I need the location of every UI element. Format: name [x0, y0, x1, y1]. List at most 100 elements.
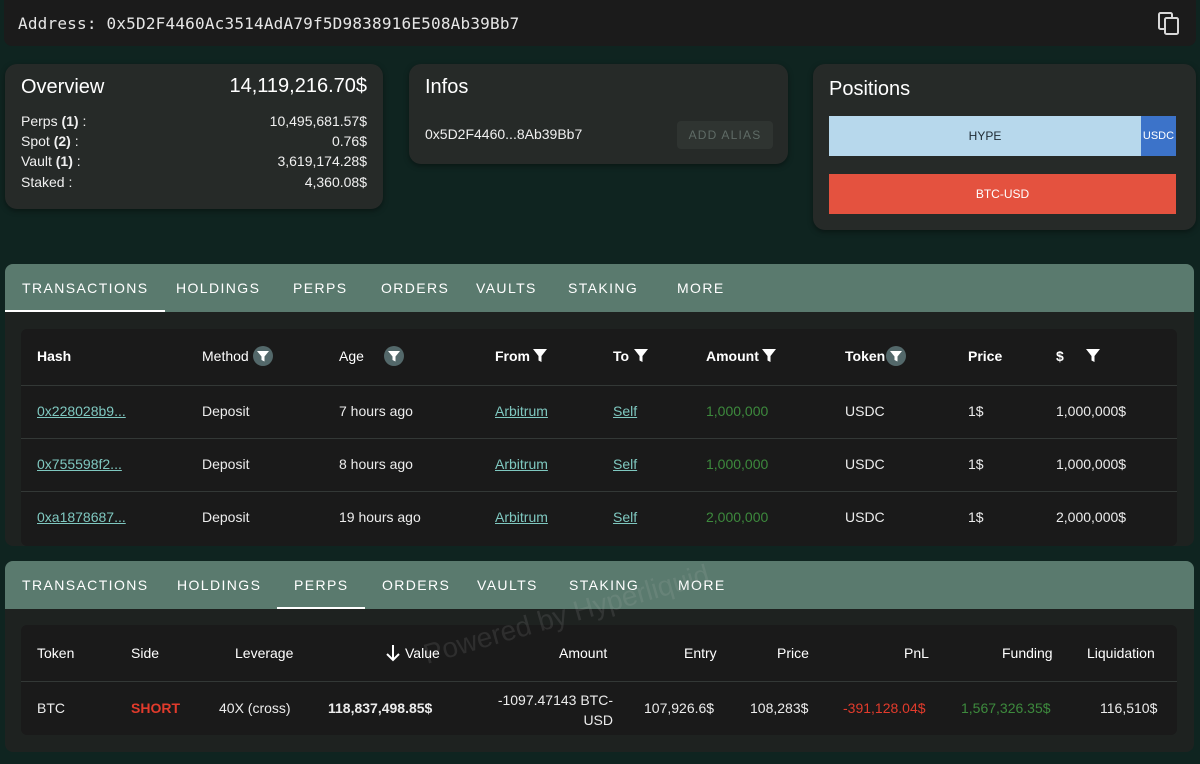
col-from: From	[495, 348, 530, 364]
tx-token: USDC	[845, 403, 885, 419]
infos-title: Infos	[425, 76, 469, 98]
perp-price: 108,283$	[750, 700, 809, 716]
overview-row-count: (2)	[53, 133, 71, 149]
col-funding: Funding	[1002, 645, 1053, 661]
copy-icon[interactable]	[1158, 12, 1180, 36]
overview-row-value: 10,495,681.57$	[269, 113, 367, 129]
overview-row-label: Vault	[21, 153, 52, 169]
perp-liquidation: 116,510$	[1100, 700, 1158, 716]
tx-price: 1$	[968, 403, 984, 419]
position-bar-hype[interactable]: HYPE	[829, 116, 1141, 156]
overview-row-value: 3,619,174.28$	[277, 153, 367, 169]
perp-token: BTC	[37, 700, 65, 716]
token-filter-icon[interactable]	[886, 346, 906, 366]
tab-transactions[interactable]: TRANSACTIONS	[5, 264, 167, 312]
overview-row-perps: Perps (1) : 10,495,681.57$	[21, 113, 367, 133]
tab-holdings[interactable]: HOLDINGS	[177, 577, 262, 593]
overview-row-suffix: :	[78, 113, 87, 129]
tab-vaults[interactable]: VAULTS	[476, 280, 537, 296]
position-bar-usdc[interactable]: USDC	[1141, 116, 1176, 156]
tab-more[interactable]: MORE	[677, 280, 725, 296]
col-value: Value	[405, 645, 440, 661]
tx-hash-link[interactable]: 0x755598f2...	[37, 456, 122, 472]
overview-row-count: (1)	[61, 113, 79, 129]
tx-usd: 1,000,000$	[1056, 456, 1127, 472]
tx-from-link[interactable]: Arbitrum	[495, 456, 548, 472]
overview-row-suffix: :	[72, 153, 81, 169]
col-entry: Entry	[684, 645, 717, 661]
usd-filter-icon[interactable]	[1083, 346, 1103, 366]
tx-method: Deposit	[202, 456, 250, 472]
tx-amount: 1,000,000	[706, 456, 769, 472]
method-filter-icon[interactable]	[253, 346, 273, 366]
tab-transactions[interactable]: TRANSACTIONS	[22, 577, 149, 593]
perp-funding: 1,567,326.35$	[961, 700, 1051, 716]
overview-row-value: 0.76$	[331, 133, 367, 149]
tab-bar: TRANSACTIONS HOLDINGS PERPS ORDERS VAULT…	[5, 264, 1194, 312]
tab-staking[interactable]: STAKING	[568, 280, 639, 296]
tx-to-link[interactable]: Self	[613, 509, 638, 525]
tx-hash-link[interactable]: 0xa1878687...	[37, 509, 126, 525]
col-usd: $	[1056, 348, 1064, 364]
tab-perps[interactable]: PERPS	[293, 280, 348, 296]
col-token: Token	[37, 645, 75, 661]
perp-value: 118,837,498.85$	[328, 700, 433, 716]
row-divider	[21, 438, 1177, 439]
to-filter-icon[interactable]	[631, 346, 651, 366]
address-label: Address:	[18, 13, 97, 33]
tab-bar: TRANSACTIONS HOLDINGS PERPS ORDERS VAULT…	[5, 561, 1194, 609]
age-filter-icon[interactable]	[384, 346, 404, 366]
positions-card: Positions HYPE USDC BTC-USD	[813, 64, 1196, 230]
positions-title: Positions	[829, 78, 911, 100]
tx-to-link[interactable]: Self	[613, 403, 638, 419]
address-bar: Address: 0x5D2F4460Ac3514AdA79f5D9838916…	[4, 0, 1196, 46]
tab-orders[interactable]: ORDERS	[381, 280, 450, 296]
perps-panel: TRANSACTIONS HOLDINGS PERPS ORDERS VAULT…	[5, 561, 1194, 752]
add-alias-button[interactable]: ADD ALIAS	[677, 121, 773, 149]
row-divider	[21, 681, 1177, 682]
overview-total: 14,119,216.70$	[229, 75, 367, 97]
tx-hash-link[interactable]: 0x228028b9...	[37, 403, 126, 419]
tab-perps[interactable]: PERPS	[276, 561, 367, 609]
infos-short-address: 0x5D2F4460...8Ab39Bb7	[425, 126, 583, 142]
tab-holdings[interactable]: HOLDINGS	[176, 280, 261, 296]
tab-orders[interactable]: ORDERS	[382, 577, 451, 593]
overview-row-count: (1)	[55, 153, 73, 169]
tx-token: USDC	[845, 456, 885, 472]
col-token: Token	[845, 348, 886, 364]
tx-method: Deposit	[202, 403, 250, 419]
from-filter-icon[interactable]	[530, 346, 550, 366]
tx-age: 8 hours ago	[339, 456, 413, 472]
overview-row-label: Staked	[21, 174, 65, 190]
tab-vaults[interactable]: VAULTS	[477, 577, 538, 593]
tab-more[interactable]: MORE	[678, 577, 726, 593]
col-price: Price	[777, 645, 809, 661]
tx-from-link[interactable]: Arbitrum	[495, 509, 548, 525]
tx-token: USDC	[845, 509, 885, 525]
infos-card: Infos 0x5D2F4460...8Ab39Bb7 ADD ALIAS	[409, 64, 788, 164]
position-bar-btc[interactable]: BTC-USD	[829, 174, 1176, 214]
perp-amount-line1: -1097.47143 BTC-	[497, 692, 613, 708]
tx-amount: 1,000,000	[706, 403, 769, 419]
amount-filter-icon[interactable]	[759, 346, 779, 366]
col-side: Side	[131, 645, 160, 661]
row-divider	[21, 491, 1177, 492]
tx-to-link[interactable]: Self	[613, 456, 638, 472]
perp-side: SHORT	[131, 700, 180, 716]
overview-row-spot: Spot (2) : 0.76$	[21, 133, 367, 153]
tx-amount: 2,000,000	[706, 509, 769, 525]
col-hash: Hash	[37, 348, 72, 364]
perp-amount: -1097.47143 BTC- USD	[493, 690, 613, 730]
tx-from-link[interactable]: Arbitrum	[495, 403, 548, 419]
tx-age: 19 hours ago	[339, 509, 421, 525]
tab-staking[interactable]: STAKING	[569, 577, 640, 593]
tx-price: 1$	[968, 509, 984, 525]
perp-leverage: 40X (cross)	[219, 700, 291, 716]
tx-usd: 2,000,000$	[1056, 509, 1127, 525]
row-divider	[21, 385, 1177, 386]
overview-row-label: Spot	[21, 133, 50, 149]
perp-pnl: -391,128.04$	[843, 700, 926, 716]
overview-row-vault: Vault (1) : 3,619,174.28$	[21, 153, 367, 173]
overview-row-label: Perps	[21, 113, 58, 129]
sort-down-icon[interactable]	[385, 644, 401, 662]
